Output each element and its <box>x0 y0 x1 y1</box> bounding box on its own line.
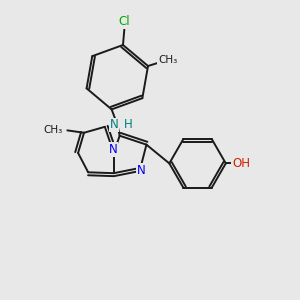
Text: N: N <box>137 164 146 177</box>
Text: N: N <box>110 118 118 131</box>
Text: N: N <box>109 143 118 156</box>
Text: OH: OH <box>232 157 250 170</box>
Text: CH₃: CH₃ <box>158 55 177 65</box>
Text: CH₃: CH₃ <box>43 125 62 135</box>
Text: Cl: Cl <box>119 15 130 28</box>
Text: H: H <box>124 118 133 131</box>
